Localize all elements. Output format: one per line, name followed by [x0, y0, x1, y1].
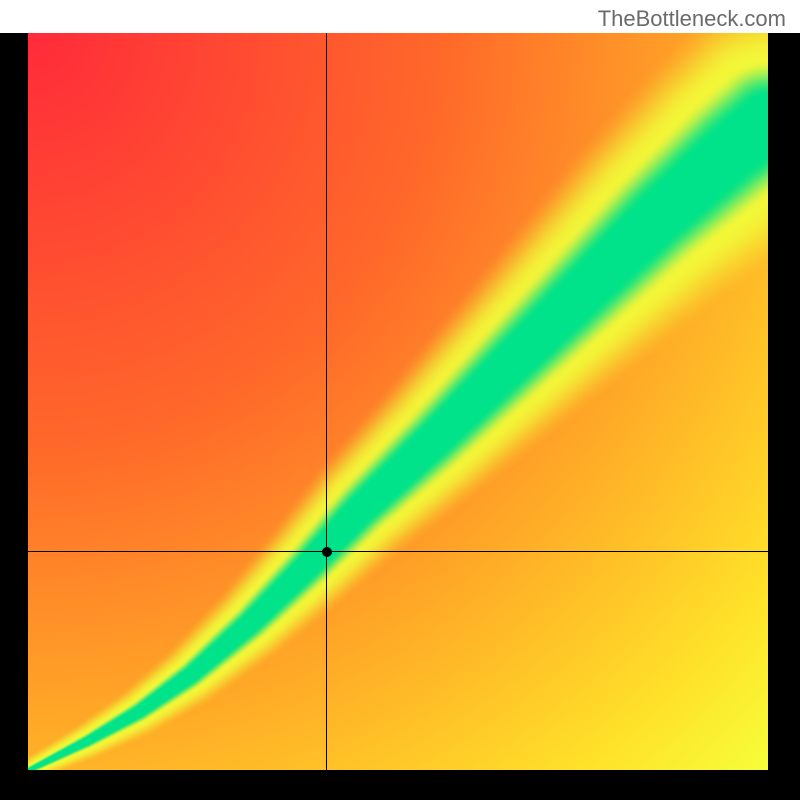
crosshair-horizontal [28, 551, 768, 552]
watermark-text: TheBottleneck.com [598, 6, 786, 32]
crosshair-vertical [326, 33, 327, 770]
crosshair-dot [322, 547, 332, 557]
heatmap-canvas [28, 33, 768, 770]
